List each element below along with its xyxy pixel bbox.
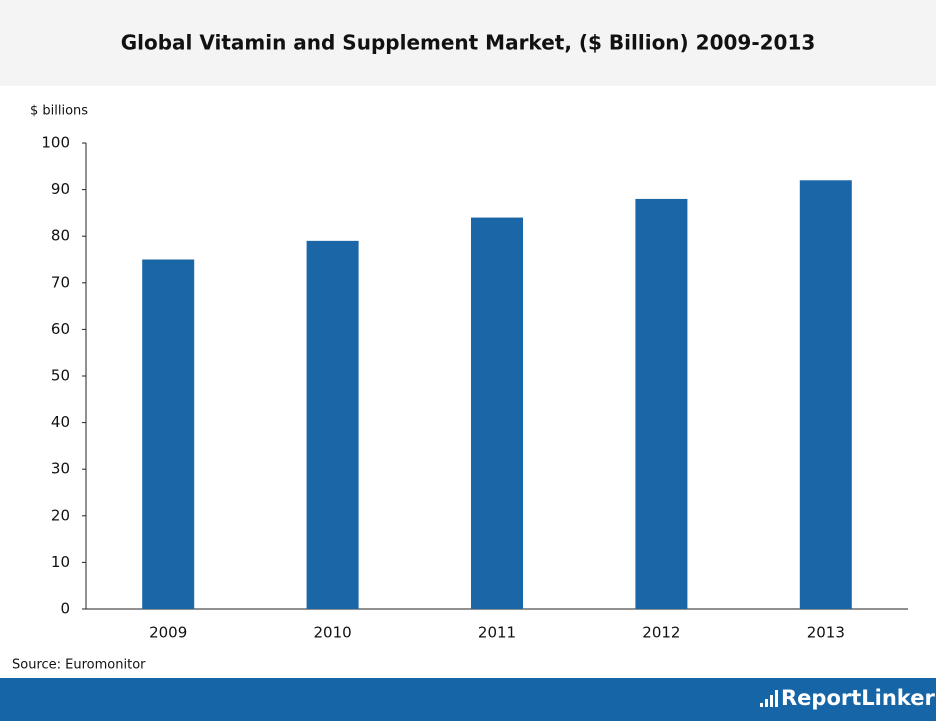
y-axis-label: $ billions xyxy=(30,104,88,119)
x-tick-label: 2013 xyxy=(807,624,845,642)
bar xyxy=(471,217,523,609)
source: Source: Euromonitor xyxy=(12,658,146,673)
y-tick-label: 70 xyxy=(51,273,70,291)
x-tick-label: 2012 xyxy=(642,624,680,642)
bar xyxy=(142,259,195,609)
y-tick-label: 80 xyxy=(51,227,70,245)
brand: ReportLinker xyxy=(781,686,935,710)
title-band xyxy=(0,0,936,86)
footer-band xyxy=(0,678,936,721)
x-tick-label: 2009 xyxy=(149,624,187,642)
x-tick-label: 2010 xyxy=(314,624,352,642)
y-tick-label: 0 xyxy=(60,600,70,618)
y-tick-label: 50 xyxy=(51,367,70,385)
bar xyxy=(799,180,852,609)
bar xyxy=(635,198,688,610)
y-tick-label: 20 xyxy=(51,506,70,524)
bar xyxy=(306,240,359,610)
y-tick-label: 10 xyxy=(51,553,70,571)
y-tick-label: 90 xyxy=(51,180,70,198)
y-tick-label: 60 xyxy=(51,320,70,338)
y-tick-label: 30 xyxy=(51,460,70,478)
logo-icon xyxy=(760,690,778,707)
chart-title: Global Vitamin and Supplement Market, ($… xyxy=(121,31,816,55)
y-tick-label: 100 xyxy=(41,134,70,152)
y-tick-label: 40 xyxy=(51,413,70,431)
x-tick-label: 2011 xyxy=(478,624,516,642)
